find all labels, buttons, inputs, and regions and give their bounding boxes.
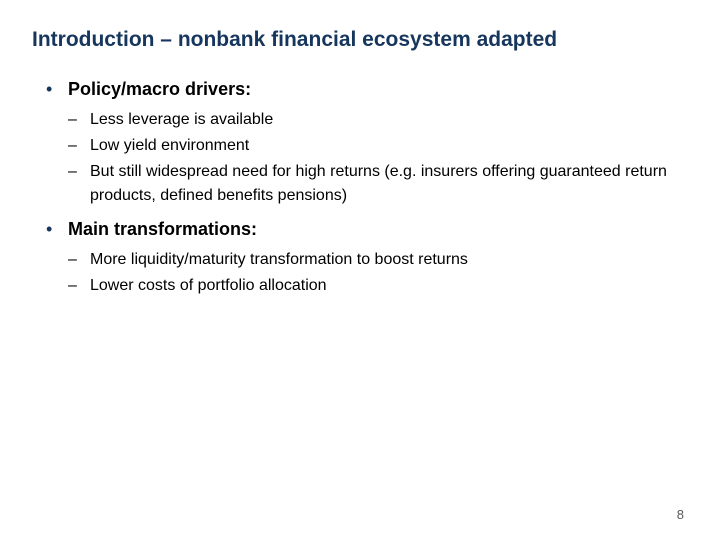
level2-label: More liquidity/maturity transformation t… [90,248,468,272]
list-item: – Low yield environment [68,134,688,158]
slide-title: Introduction – nonbank financial ecosyst… [32,28,688,52]
dash-icon: – [68,108,90,132]
dash-icon: – [68,134,90,158]
level2-label: Low yield environment [90,134,249,158]
level1-label: Policy/macro drivers: [68,76,251,102]
page-number: 8 [677,507,684,522]
list-item: • Policy/macro drivers: – Less leverage … [44,76,688,208]
bullet-list: • Policy/macro drivers: – Less leverage … [32,76,688,298]
bullet-icon: • [44,216,68,242]
dash-icon: – [68,248,90,272]
dash-icon: – [68,274,90,298]
level2-label: Less leverage is available [90,108,273,132]
list-item: – Less leverage is available [68,108,688,132]
list-item: • Main transformations: – More liquidity… [44,216,688,298]
level2-label: Lower costs of portfolio allocation [90,274,327,298]
list-item: – More liquidity/maturity transformation… [68,248,688,272]
list-item: – But still widespread need for high ret… [68,160,688,208]
sublist: – Less leverage is available – Low yield… [44,108,688,208]
level2-label: But still widespread need for high retur… [90,160,688,208]
level1-label: Main transformations: [68,216,257,242]
sublist: – More liquidity/maturity transformation… [44,248,688,298]
list-item: – Lower costs of portfolio allocation [68,274,688,298]
dash-icon: – [68,160,90,184]
bullet-icon: • [44,76,68,102]
